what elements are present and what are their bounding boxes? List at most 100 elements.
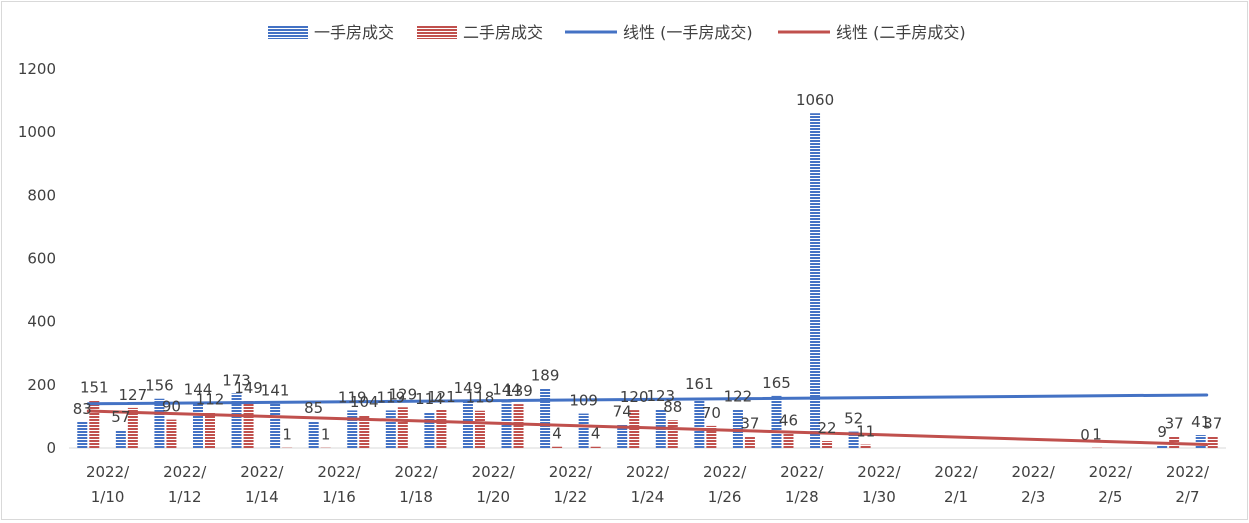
bar-second-hand bbox=[205, 413, 215, 448]
legend-label: 线性 (一手房成交) bbox=[623, 23, 753, 42]
legend-label: 一手房成交 bbox=[314, 23, 394, 42]
bar-new-home bbox=[579, 414, 589, 448]
bar-second-hand bbox=[745, 436, 755, 448]
bar-new-home bbox=[1157, 445, 1167, 448]
x-tick-label: 2022/ bbox=[857, 463, 901, 481]
data-label: 112 bbox=[196, 391, 225, 409]
data-label: 37 bbox=[1165, 414, 1184, 432]
data-label: 109 bbox=[569, 392, 598, 410]
x-tick-label: 2022/ bbox=[1089, 463, 1133, 481]
legend-item-new-home: 一手房成交 bbox=[268, 23, 394, 42]
x-tick-label: 1/18 bbox=[399, 488, 433, 506]
bar-second-hand bbox=[552, 447, 562, 448]
x-tick-label: 2/1 bbox=[944, 488, 968, 506]
data-label: 4 bbox=[591, 425, 601, 443]
data-label: 122 bbox=[724, 387, 753, 405]
x-tick-label: 1/22 bbox=[554, 488, 588, 506]
data-label: 189 bbox=[531, 366, 560, 384]
x-tick-label: 1/14 bbox=[245, 488, 279, 506]
data-label: 46 bbox=[779, 411, 798, 429]
bar-second-hand bbox=[822, 441, 832, 448]
data-label: 139 bbox=[504, 382, 533, 400]
x-tick-label: 2022/ bbox=[394, 463, 438, 481]
legend-label: 二手房成交 bbox=[463, 23, 543, 42]
data-label: 11 bbox=[856, 423, 875, 441]
x-tick-label: 2022/ bbox=[703, 463, 747, 481]
x-tick-label: 2022/ bbox=[86, 463, 130, 481]
x-tick-label: 1/30 bbox=[862, 488, 896, 506]
x-tick-label: 2/5 bbox=[1098, 488, 1122, 506]
bar-new-home bbox=[463, 401, 473, 448]
bar-second-hand bbox=[398, 407, 408, 448]
legend-item-second-hand: 二手房成交 bbox=[417, 23, 543, 42]
data-label: 1 bbox=[282, 426, 292, 444]
bar-new-home bbox=[502, 403, 512, 448]
x-tick-label: 2022/ bbox=[1166, 463, 1210, 481]
data-label: 120 bbox=[620, 388, 649, 406]
bar-new-home bbox=[386, 410, 396, 448]
x-tick-label: 1/10 bbox=[91, 488, 125, 506]
bar-new-home bbox=[77, 422, 87, 448]
x-tick-label: 2022/ bbox=[163, 463, 207, 481]
data-label: 156 bbox=[145, 377, 174, 395]
data-label: 37 bbox=[1203, 414, 1222, 432]
data-label: 88 bbox=[663, 398, 682, 416]
bar-second-hand bbox=[861, 445, 871, 448]
bar-new-home bbox=[540, 388, 550, 448]
x-tick-label: 2022/ bbox=[549, 463, 593, 481]
bar-new-home bbox=[270, 403, 280, 448]
data-label: 121 bbox=[427, 388, 456, 406]
data-label: 151 bbox=[80, 378, 109, 396]
legend-item-trend-second-hand: 线性 (二手房成交) bbox=[778, 23, 966, 42]
data-label: 85 bbox=[304, 399, 323, 417]
legend-swatch bbox=[268, 25, 308, 39]
y-tick-label: 400 bbox=[27, 313, 56, 331]
bar-second-hand bbox=[591, 447, 601, 448]
data-label: 70 bbox=[702, 404, 721, 422]
y-tick-label: 800 bbox=[27, 186, 56, 204]
data-label: 90 bbox=[162, 398, 181, 416]
data-label: 161 bbox=[685, 375, 714, 393]
x-tick-label: 2/7 bbox=[1175, 488, 1199, 506]
data-label: 129 bbox=[388, 385, 417, 403]
x-tick-label: 1/12 bbox=[168, 488, 202, 506]
bar-second-hand bbox=[668, 420, 678, 448]
data-label: 37 bbox=[740, 414, 759, 432]
x-tick-label: 2022/ bbox=[780, 463, 824, 481]
data-label: 4 bbox=[552, 425, 562, 443]
trendline-second-hand bbox=[88, 411, 1206, 444]
y-tick-label: 1000 bbox=[18, 123, 56, 141]
x-tick-label: 1/24 bbox=[631, 488, 665, 506]
bar-new-home bbox=[424, 412, 434, 448]
bar-second-hand bbox=[514, 404, 524, 448]
data-label: 165 bbox=[762, 374, 791, 392]
bar-second-hand bbox=[1208, 436, 1218, 448]
y-tick-label: 0 bbox=[46, 439, 56, 457]
x-tick-label: 2022/ bbox=[626, 463, 670, 481]
y-tick-label: 200 bbox=[27, 376, 56, 394]
x-tick-label: 1/20 bbox=[476, 488, 510, 506]
x-tick-label: 2/3 bbox=[1021, 488, 1045, 506]
data-label: 1 bbox=[321, 426, 331, 444]
data-label: 83 bbox=[73, 400, 92, 418]
x-tick-label: 2022/ bbox=[472, 463, 516, 481]
data-label: 118 bbox=[466, 389, 495, 407]
data-label: 127 bbox=[119, 386, 148, 404]
x-axis: 2022/1/10 2022/1/12 2022/1/14 2022/1/16 2022… bbox=[69, 448, 1226, 506]
bar-new-home bbox=[1196, 435, 1206, 448]
y-tick-label: 1200 bbox=[18, 60, 56, 78]
x-tick-label: 1/28 bbox=[785, 488, 819, 506]
legend-swatch bbox=[417, 25, 457, 39]
bar-new-home bbox=[347, 410, 357, 448]
data-label: 1 bbox=[1092, 426, 1102, 444]
x-tick-label: 1/26 bbox=[708, 488, 742, 506]
data-label: 149 bbox=[234, 379, 263, 397]
x-tick-label: 1/16 bbox=[322, 488, 356, 506]
x-tick-label: 2022/ bbox=[240, 463, 284, 481]
legend-label: 线性 (二手房成交) bbox=[836, 23, 966, 42]
bar-second-hand bbox=[244, 401, 254, 448]
